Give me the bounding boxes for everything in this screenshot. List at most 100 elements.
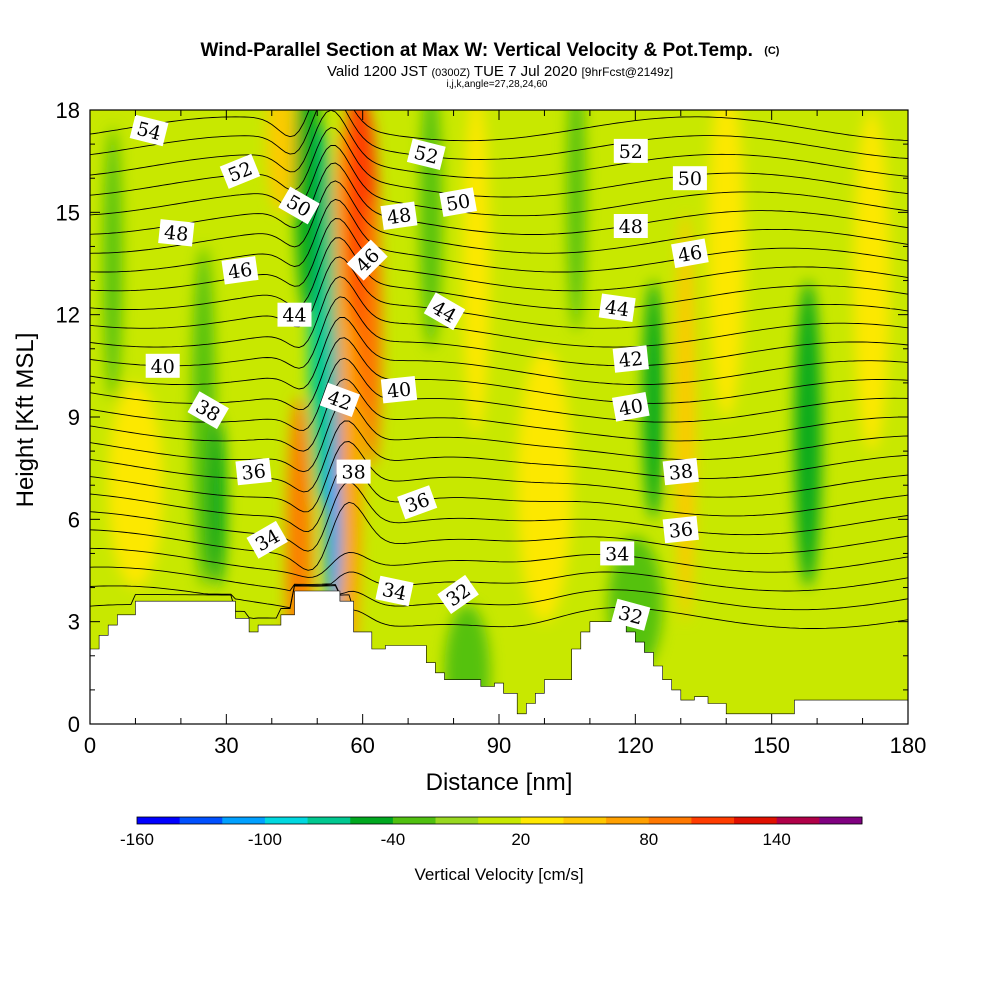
contour-label-text: 34 xyxy=(380,579,408,606)
x-tick-label: 60 xyxy=(350,733,374,758)
isentrope-54 xyxy=(90,144,908,217)
potential-temperature-contours xyxy=(90,110,908,629)
contour-label-text: 50 xyxy=(444,190,472,216)
contour-label-box xyxy=(611,598,651,631)
contour-label-box xyxy=(145,353,180,378)
svg-text:Wind-Parallel Section at Max W: Wind-Parallel Section at Max W: Vertical… xyxy=(201,40,780,61)
colorbar-swatch-8 xyxy=(478,817,522,824)
contour-label-text: 46 xyxy=(676,241,704,267)
contour-label-box xyxy=(221,256,259,285)
colorbar-swatch-15 xyxy=(776,817,820,824)
y-tick-label: 3 xyxy=(68,610,80,635)
contour-label-box xyxy=(613,214,648,238)
contour-label-box xyxy=(600,541,635,566)
contour-label-box xyxy=(671,238,709,269)
colorbar-swatch-2 xyxy=(222,817,266,824)
contour-label-16: 34 xyxy=(375,575,414,607)
contour-label-26: 42 xyxy=(612,345,649,373)
contour-label-22: 50 xyxy=(672,166,707,191)
colorbar-swatch-14 xyxy=(734,817,778,824)
colorbar-tick-label: 80 xyxy=(639,830,658,849)
contour-label-11: 38 xyxy=(336,459,371,484)
y-tick-label: 18 xyxy=(56,98,80,123)
x-tick-label: 180 xyxy=(890,733,927,758)
vertical-velocity-field xyxy=(103,110,890,724)
contour-label-box xyxy=(662,457,699,486)
contour-label-13: 48 xyxy=(380,201,418,230)
isentrope-39 xyxy=(90,441,908,513)
contour-label-box xyxy=(612,345,649,373)
contour-label-box xyxy=(406,138,446,171)
contour-label-box xyxy=(187,391,229,430)
subtitle-date: TUE 7 Jul 2020 xyxy=(474,63,577,80)
figure-title: Wind-Parallel Section at Max W: Vertical… xyxy=(201,40,780,90)
colorbar-frame xyxy=(136,816,863,825)
contour-label-text: 36 xyxy=(241,460,267,484)
isentrope-34 xyxy=(90,566,908,592)
contour-label-box xyxy=(336,459,371,484)
colorbar-swatch-13 xyxy=(691,817,735,824)
colorbar-swatch-12 xyxy=(648,817,692,824)
isentrope-57 xyxy=(90,110,908,160)
contour-label-6: 40 xyxy=(145,353,180,378)
title-mark: (C) xyxy=(764,45,780,57)
x-tick-label: 30 xyxy=(214,733,238,758)
contour-label-3: 48 xyxy=(158,219,195,247)
contour-label-text: 48 xyxy=(163,222,189,246)
colorbar-swatch-9 xyxy=(520,817,564,824)
velocity-feature-21 xyxy=(708,110,745,417)
velocity-feature-23 xyxy=(108,382,163,588)
contour-label-box xyxy=(672,166,707,191)
contour-label-23: 48 xyxy=(613,214,648,238)
isentrope-32 xyxy=(90,585,908,629)
colorbar-tick-label: 140 xyxy=(763,830,791,849)
contour-label-27: 40 xyxy=(611,392,650,422)
x-axis: 0 30 60 90 120 150 180 xyxy=(84,110,926,758)
contour-label-box xyxy=(611,392,650,422)
contour-label-text: 34 xyxy=(605,543,629,565)
contour-label-text: 52 xyxy=(619,141,643,163)
contour-label-box xyxy=(613,138,648,163)
velocity-feature-14 xyxy=(419,110,442,349)
contour-label-28: 38 xyxy=(662,457,699,486)
isentrope-45 xyxy=(90,316,908,390)
colorbar-swatch-4 xyxy=(307,817,351,824)
contour-label-text: 44 xyxy=(604,296,631,321)
x-tick-label: 120 xyxy=(617,733,654,758)
contour-label-text: 40 xyxy=(617,395,645,421)
y-tick-label: 0 xyxy=(68,712,80,737)
isentrope-42 xyxy=(90,378,908,452)
contour-label-4: 46 xyxy=(221,256,259,285)
contour-label-text: 46 xyxy=(227,259,254,284)
isentrope-35 xyxy=(90,547,908,578)
isentrope-37 xyxy=(90,481,908,552)
isentrope-36 xyxy=(90,501,908,571)
isentrope-43 xyxy=(90,357,908,431)
isentrope-53 xyxy=(90,162,908,235)
contour-label-29: 36 xyxy=(662,515,699,544)
svg-text:Valid 1200 JST (0300Z): Valid 1200 JST (0300Z) TUE 7 Jul 2020 [9… xyxy=(327,63,673,80)
isentrope-46 xyxy=(90,296,908,369)
contour-label-24: 46 xyxy=(671,238,709,269)
colorbar-swatch-0 xyxy=(137,817,181,824)
contour-label-text: 48 xyxy=(386,204,413,229)
isentrope-40 xyxy=(90,420,908,493)
isentrope-49 xyxy=(90,237,908,310)
isentrope-38 xyxy=(90,461,908,533)
contour-label-25: 44 xyxy=(598,293,636,323)
contour-label-14: 40 xyxy=(380,375,418,404)
contour-label-19: 50 xyxy=(439,187,477,217)
contour-label-text: 48 xyxy=(619,216,643,238)
velocity-feature-24 xyxy=(517,348,572,622)
contour-label-30: 34 xyxy=(600,541,635,566)
colorbar-swatch-11 xyxy=(606,817,650,824)
colorbar-swatch-5 xyxy=(350,817,394,824)
contour-label-box xyxy=(598,293,636,323)
colorbar-tick-label: 20 xyxy=(511,830,530,849)
isentrope-56 xyxy=(90,110,908,179)
contour-label-box xyxy=(319,382,360,417)
colorbar-swatch-1 xyxy=(179,817,223,824)
contour-label-text: 38 xyxy=(668,460,694,484)
plot-area xyxy=(90,110,908,724)
